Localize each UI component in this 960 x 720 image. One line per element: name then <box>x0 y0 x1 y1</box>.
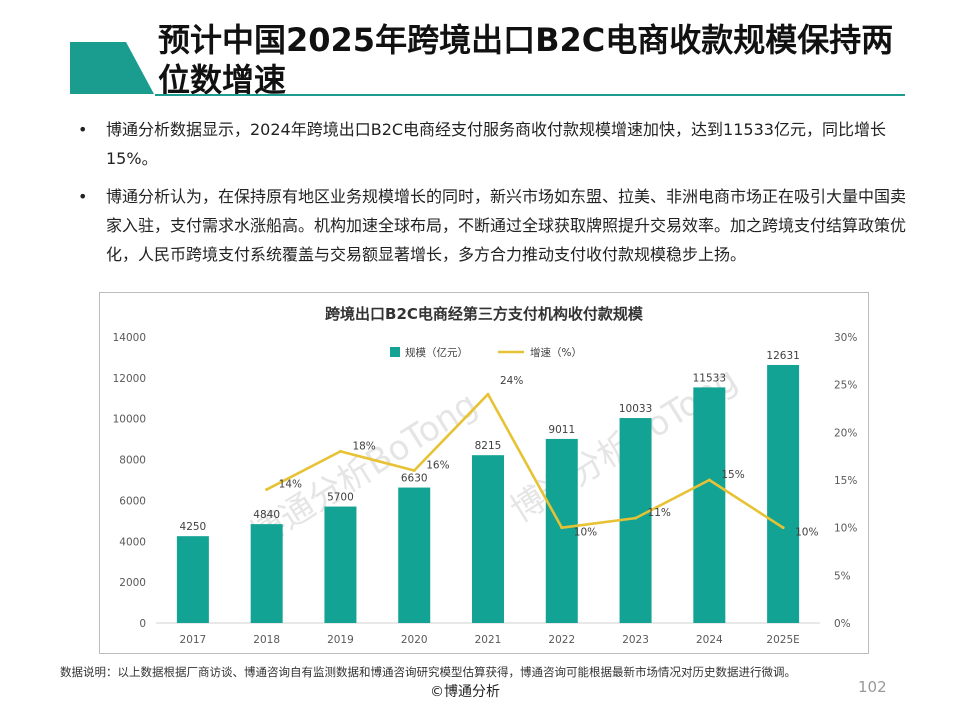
y-right-tick-label: 0% <box>834 618 851 630</box>
bar <box>545 438 578 623</box>
y-left-tick-label: 0 <box>139 618 146 630</box>
y-left-tick-label: 4000 <box>119 536 146 548</box>
y-left-tick-label: 12000 <box>113 373 146 385</box>
bullet-list: • 博通分析数据显示，2024年跨境出口B2C电商经支付服务商收付款规模增速加快… <box>78 115 908 278</box>
x-tick-label: 2017 <box>180 634 207 646</box>
bullet-dot: • <box>78 187 88 206</box>
x-tick-label: 2025E <box>766 634 799 646</box>
bar-value-label: 8215 <box>475 440 502 452</box>
y-right-tick-label: 10% <box>834 523 857 535</box>
bullet-text: 博通分析数据显示，2024年跨境出口B2C电商经支付服务商收付款规模增速加快，达… <box>106 120 886 168</box>
growth-value-label: 14% <box>279 479 302 491</box>
bar-value-label: 4250 <box>180 521 207 533</box>
y-right-tick-label: 30% <box>834 332 857 344</box>
bar-value-label: 5700 <box>327 492 354 504</box>
growth-point <box>560 526 564 530</box>
bar <box>324 506 357 623</box>
bar <box>693 387 726 623</box>
y-left-tick-label: 2000 <box>119 577 146 589</box>
y-left-tick-label: 6000 <box>119 495 146 507</box>
y-left-tick-label: 8000 <box>119 455 146 467</box>
bar <box>250 524 283 623</box>
bar <box>176 536 209 623</box>
x-tick-label: 2023 <box>622 634 649 646</box>
growth-point <box>265 488 269 492</box>
growth-value-label: 18% <box>352 440 375 452</box>
x-tick-label: 2024 <box>696 634 723 646</box>
growth-value-label: 10% <box>574 527 597 539</box>
growth-point <box>634 516 638 520</box>
growth-value-label: 15% <box>721 469 744 481</box>
bar-value-label: 12631 <box>766 350 799 362</box>
bullet-text: 博通分析认为，在保持原有地区业务规模增长的同时，新兴市场如东盟、拉美、非洲电商市… <box>106 187 907 264</box>
combo-chart: 博通分析BoTong博通分析BoTong跨境出口B2C电商经第三方支付机构收付款… <box>113 305 858 646</box>
y-right-tick-label: 15% <box>834 475 857 487</box>
y-left-tick-label: 10000 <box>113 414 146 426</box>
growth-point <box>486 392 490 396</box>
legend-bar-label: 规模（亿元） <box>405 346 468 359</box>
chart-title: 跨境出口B2C电商经第三方支付机构收付款规模 <box>325 305 644 323</box>
title-underline <box>155 94 905 96</box>
bar-value-label: 11533 <box>693 372 726 384</box>
growth-point <box>781 526 785 530</box>
x-tick-label: 2021 <box>475 634 502 646</box>
bullet-dot: • <box>78 120 88 139</box>
legend-line-label: 增速（%） <box>530 346 582 359</box>
y-right-tick-label: 25% <box>834 380 857 392</box>
growth-point <box>338 449 342 453</box>
growth-value-label: 16% <box>426 459 449 471</box>
page-number: 102 <box>858 678 887 696</box>
bullet-item: • 博通分析认为，在保持原有地区业务规模增长的同时，新兴市场如东盟、拉美、非洲电… <box>78 182 908 269</box>
y-right-tick-label: 20% <box>834 427 857 439</box>
chart-container: 博通分析BoTong博通分析BoTong跨境出口B2C电商经第三方支付机构收付款… <box>99 292 869 654</box>
legend-bar-swatch <box>390 347 400 357</box>
growth-value-label: 10% <box>795 527 818 539</box>
bar-value-label: 10033 <box>619 403 652 415</box>
y-left-tick-label: 14000 <box>113 332 146 344</box>
x-tick-label: 2018 <box>253 634 280 646</box>
bar-value-label: 6630 <box>401 473 428 485</box>
growth-value-label: 11% <box>648 507 671 519</box>
bar <box>398 487 431 623</box>
growth-value-label: 24% <box>500 375 523 387</box>
title-accent-shape <box>70 42 154 94</box>
x-tick-label: 2022 <box>548 634 575 646</box>
bar-value-label: 9011 <box>548 424 575 436</box>
bar <box>767 364 800 623</box>
page-title: 预计中国2025年跨境出口B2C电商收款规模保持两位数增速 <box>158 21 894 99</box>
y-right-tick-label: 5% <box>834 570 851 582</box>
data-note: 数据说明：以上数据根据厂商访谈、博通咨询自有监测数据和博通咨询研究模型估算获得，… <box>60 665 796 679</box>
bar-value-label: 4840 <box>253 509 280 521</box>
copyright-text: ©博通分析 <box>430 684 500 700</box>
growth-rate-line <box>266 392 784 529</box>
growth-point <box>412 468 416 472</box>
x-tick-label: 2020 <box>401 634 428 646</box>
growth-point <box>707 478 711 482</box>
bar <box>472 455 504 623</box>
bullet-item: • 博通分析数据显示，2024年跨境出口B2C电商经支付服务商收付款规模增速加快… <box>78 115 908 173</box>
x-tick-label: 2019 <box>327 634 354 646</box>
